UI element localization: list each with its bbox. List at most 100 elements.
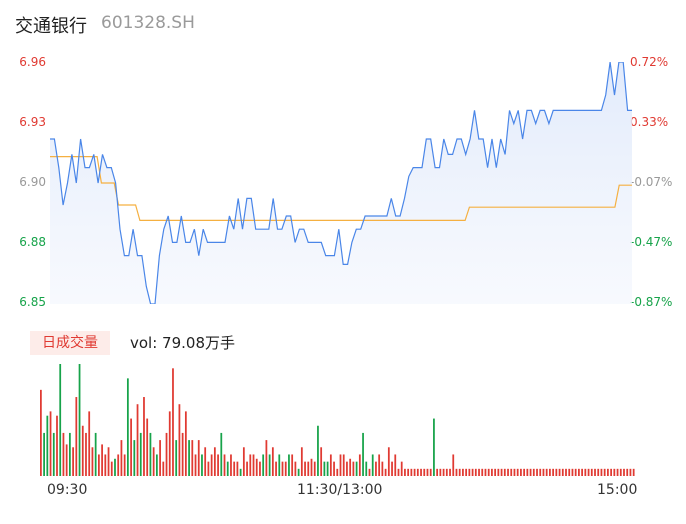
volume-bar: [381, 461, 384, 476]
volume-bar: [110, 461, 113, 476]
volume-bar: [249, 454, 252, 476]
volume-bar: [117, 454, 120, 476]
volume-tab[interactable]: 日成交量: [30, 331, 110, 355]
volume-bar: [420, 468, 422, 476]
volume-bar: [300, 447, 303, 476]
price-tick: 6.88: [19, 235, 46, 249]
volume-bar: [207, 461, 210, 476]
volume-bar: [136, 404, 139, 476]
volume-bar: [307, 461, 310, 476]
volume-bar: [52, 432, 55, 476]
volume-bar: [255, 458, 258, 476]
volume-bar: [72, 447, 74, 476]
volume-bar: [313, 461, 316, 476]
volume-bar: [352, 461, 355, 476]
volume-bar: [513, 468, 516, 476]
stock-code: 601328.SH: [101, 13, 195, 33]
volume-bar: [500, 468, 503, 476]
volume-bar: [539, 468, 542, 476]
volume-bar: [462, 468, 464, 476]
volume-bar: [578, 468, 580, 476]
volume-bar: [555, 468, 558, 476]
volume-bar: [619, 468, 622, 476]
volume-bar: [590, 468, 593, 476]
volume-bar: [159, 440, 161, 476]
volume-bar: [394, 454, 397, 476]
volume-bar: [581, 468, 583, 476]
volume-bar: [101, 444, 103, 476]
average-price-line: [50, 156, 632, 221]
volume-bar: [375, 461, 377, 476]
volume-bar: [329, 454, 332, 476]
volume-bar: [320, 447, 323, 476]
volume-bar: [507, 468, 509, 476]
volume-bar: [426, 468, 429, 476]
volume-bar: [452, 454, 455, 476]
volume-bar: [107, 447, 110, 476]
volume-bar: [284, 461, 287, 476]
volume-bar: [271, 447, 274, 476]
volume-bar: [404, 468, 406, 476]
volume-bar: [629, 468, 632, 476]
volume-bar: [201, 454, 203, 476]
pct-tick: -0.87%: [630, 295, 673, 309]
intraday-price-chart[interactable]: [50, 62, 632, 304]
volume-bar: [503, 468, 506, 476]
volume-bar: [217, 454, 219, 476]
volume-bar: [297, 468, 300, 476]
pct-tick: 0.33%: [630, 115, 669, 129]
volume-bar: [526, 468, 529, 476]
volume-bar: [613, 468, 616, 476]
volume-bar: [365, 461, 368, 476]
volume-bar: [62, 432, 65, 476]
volume-bar: [436, 468, 439, 476]
x-tick-open: 09:30: [47, 482, 88, 498]
volume-bar: [442, 468, 445, 476]
price-area-fill: [50, 62, 632, 304]
volume-bar: [587, 468, 590, 476]
volume-bar: [310, 458, 313, 476]
volume-bar: [574, 468, 577, 476]
volume-bar: [465, 468, 468, 476]
volume-bar: [49, 411, 52, 476]
volume-bar: [43, 432, 45, 476]
volume-bar: [384, 468, 387, 476]
volume-bar: [565, 468, 567, 476]
volume-bar: [632, 468, 635, 476]
volume-bar: [130, 418, 132, 476]
volume-bar: [558, 468, 561, 476]
volume-bar: [191, 440, 194, 476]
volume-bar: [265, 440, 268, 476]
volume-bar: [81, 425, 84, 476]
pct-tick: -0.07%: [630, 175, 673, 189]
volume-bar: [597, 468, 600, 476]
volume-bar: [59, 364, 62, 476]
volume-bar: [397, 468, 400, 476]
volume-bar: [491, 468, 493, 476]
stock-name: 交通银行: [15, 16, 87, 37]
volume-bar: [323, 461, 326, 476]
price-tick: 6.85: [19, 295, 46, 309]
volume-bar: [197, 440, 200, 476]
volume-bar: [104, 454, 107, 476]
volume-bar: [626, 468, 629, 476]
volume-bar: [68, 432, 71, 476]
volume-bar: [339, 454, 342, 476]
volume-bar: [294, 461, 297, 476]
volume-bar: [516, 468, 519, 476]
volume-bar: [368, 468, 371, 476]
volume-bar: [114, 458, 116, 476]
volume-bar: [123, 454, 126, 476]
volume-bar: [326, 461, 329, 476]
volume-bar: [78, 364, 81, 476]
volume-bar: [278, 454, 281, 476]
volume-bar: [471, 468, 474, 476]
volume-bar: [478, 468, 480, 476]
volume-bar: [362, 432, 364, 476]
volume-bar: [429, 468, 432, 476]
volume-bar: [184, 411, 187, 476]
volume-bar: [40, 389, 42, 476]
volume-bar: [529, 468, 532, 476]
volume-bar: [133, 440, 136, 476]
volume-bar: [181, 432, 184, 476]
